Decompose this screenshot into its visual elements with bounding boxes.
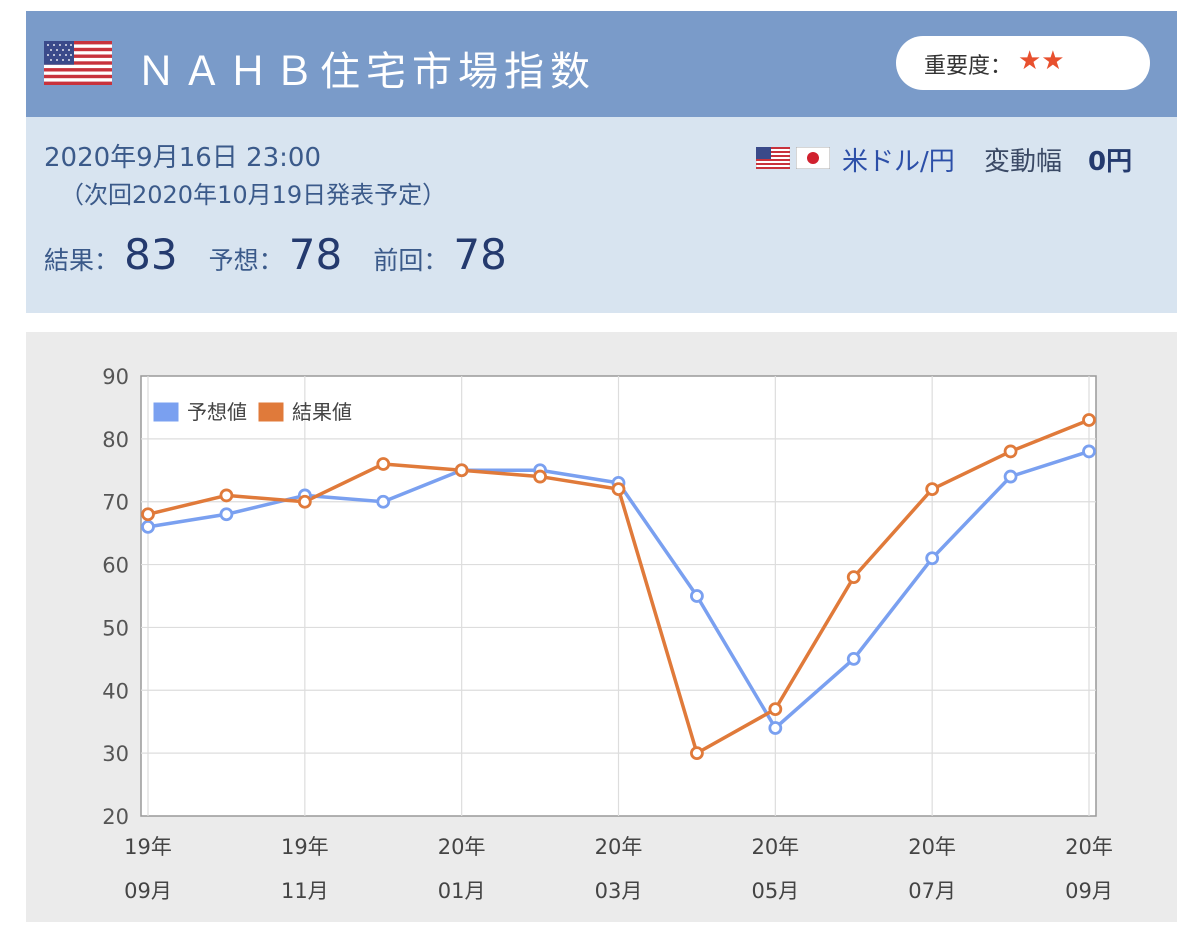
y-tick-label: 60 — [102, 554, 129, 578]
x-tick-month: 01月 — [438, 879, 486, 903]
y-tick-label: 50 — [102, 616, 129, 640]
legend-swatch — [152, 401, 180, 423]
x-tick-month: 11月 — [281, 879, 329, 903]
x-axis-ticks: 19年 09月 19年 11月 20年 01月 20年 03月 20年 05月 20年 07月 20年 0… — [124, 835, 1113, 903]
line-chart: 20 30 40 50 60 70 80 90 19年 09月 19年 11月 20年 01月 20年 03… — [102, 365, 1113, 903]
importance-label: 重要度： — [924, 54, 1013, 79]
data-point-0 — [768, 721, 783, 735]
x-tick-month: 05月 — [751, 879, 799, 903]
x-tick-year: 19年 — [124, 835, 172, 859]
data-point-1 — [376, 457, 391, 471]
x-tick-year: 19年 — [281, 835, 329, 859]
data-point-1 — [141, 507, 155, 522]
importance-badge: 重要度： ★★ — [896, 36, 1150, 90]
data-point-0 — [690, 589, 704, 603]
japan-flag-icon — [796, 147, 830, 169]
y-tick-label: 80 — [102, 428, 129, 452]
x-tick-year: 20年 — [1065, 835, 1113, 859]
data-point-1 — [611, 482, 626, 497]
importance-stars: ★★ — [1018, 46, 1065, 76]
data-point-1 — [846, 570, 861, 585]
data-point-1 — [297, 494, 312, 509]
page-title: ＮＡＨＢ住宅市場指数 — [136, 49, 596, 95]
data-point-1 — [1003, 444, 1018, 459]
grid-lines — [141, 376, 1096, 816]
x-tick-month: 03月 — [595, 879, 643, 903]
y-axis-ticks: 20 30 40 50 60 70 80 90 — [102, 365, 129, 829]
x-tick-month: 07月 — [908, 879, 956, 903]
x-tick-year: 20年 — [595, 835, 643, 859]
move-value: 0円 — [1088, 147, 1133, 177]
data-point-0 — [925, 551, 940, 566]
move-label: 変動幅 — [984, 147, 1063, 177]
data-point-0 — [1082, 444, 1096, 459]
chart-legend: 予想値 結果値 — [152, 400, 352, 424]
data-point-0 — [376, 494, 391, 509]
result-value: 83 — [124, 230, 178, 279]
legend-swatch — [257, 401, 285, 423]
result-label: 結果： — [44, 246, 120, 275]
x-tick-month: 09月 — [124, 879, 172, 903]
data-point-0 — [1003, 469, 1018, 484]
previous-label: 前回： — [373, 246, 449, 275]
y-tick-label: 40 — [102, 679, 129, 703]
legend-label: 予想値 — [187, 400, 247, 424]
chart-series — [141, 413, 1096, 761]
results-row: 結果： 83 予想： 78 前回： 78 — [44, 230, 533, 290]
legend-label: 結果値 — [292, 400, 352, 424]
data-point-0 — [141, 519, 155, 534]
us-flag-icon — [44, 41, 112, 85]
data-point-0 — [219, 507, 234, 522]
forecast-value: 78 — [288, 230, 343, 279]
previous-value: 78 — [453, 230, 507, 279]
currency-pair-link[interactable]: 米ドル/円 — [842, 147, 955, 177]
data-point-1 — [219, 488, 234, 503]
data-point-1 — [1082, 413, 1096, 427]
forecast-label: 予想： — [208, 246, 284, 275]
y-tick-label: 90 — [102, 365, 129, 389]
x-tick-year: 20年 — [751, 835, 799, 859]
y-tick-label: 70 — [102, 491, 129, 515]
data-point-0 — [846, 651, 861, 666]
y-tick-label: 20 — [102, 805, 129, 829]
x-tick-year: 20年 — [908, 835, 956, 859]
data-point-1 — [925, 482, 940, 497]
data-point-1 — [454, 463, 469, 478]
data-point-1 — [690, 746, 704, 761]
data-point-1 — [768, 702, 783, 717]
release-datetime: 2020年9月16日 23:00 — [44, 143, 321, 173]
chart-panel: 20 30 40 50 60 70 80 90 19年 09月 19年 11月 20年 01月 20年 03… — [26, 332, 1177, 922]
indicator-header: ＮＡＨＢ住宅市場指数 重要度： ★★ — [26, 11, 1177, 117]
data-point-1 — [533, 469, 547, 484]
next-release-text: （次回2020年10月19日発表予定） — [60, 181, 447, 209]
x-tick-year: 20年 — [438, 835, 486, 859]
x-tick-month: 09月 — [1065, 879, 1113, 903]
release-info-panel: 2020年9月16日 23:00 （次回2020年10月19日発表予定） 結果：… — [26, 117, 1177, 313]
us-flag-small-icon — [756, 147, 790, 169]
y-tick-label: 30 — [102, 742, 129, 766]
